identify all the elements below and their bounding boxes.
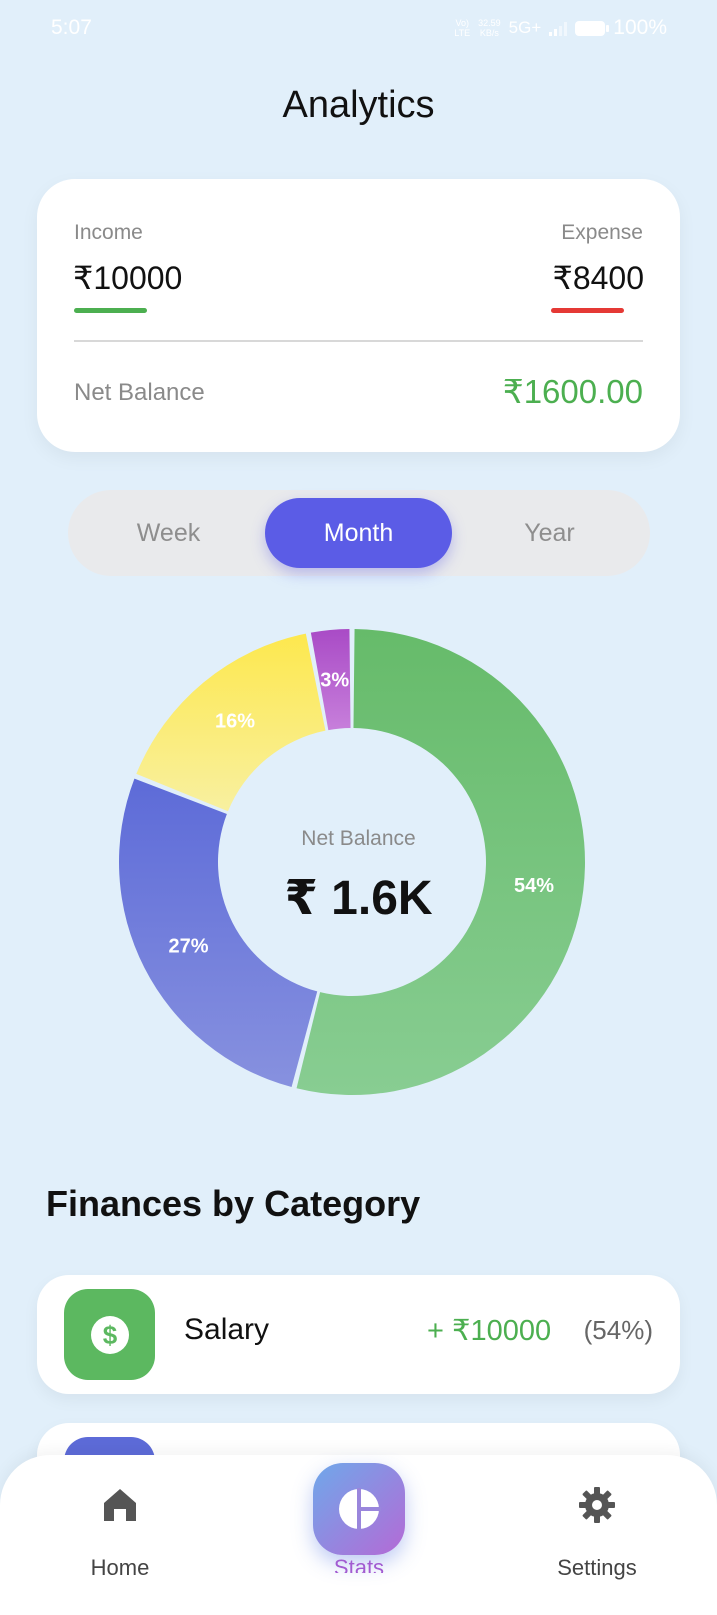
income-indicator-bar: [74, 308, 147, 313]
volte-indicator: Vo) LTE: [454, 18, 470, 38]
period-year-button[interactable]: Year: [524, 518, 575, 547]
donut-chart: 54% 27% 16% 3%: [0, 600, 717, 1140]
card-divider: [74, 340, 643, 342]
status-icons: Vo) LTE 32.59 KB/s 5G+ 100%: [454, 16, 667, 40]
expense-value: ₹8400: [552, 260, 644, 296]
donut-slice-label-3: 16%: [215, 711, 255, 733]
expense-label: Expense: [561, 221, 643, 244]
dollar-icon: $: [90, 1315, 129, 1354]
category-name: Salary: [184, 1313, 270, 1346]
status-bar: 5:07 Vo) LTE 32.59 KB/s 5G+ 100%: [0, 0, 717, 58]
battery-icon: [575, 20, 610, 36]
nav-home[interactable]: Home: [40, 1455, 200, 1600]
nav-home-label: Home: [90, 1555, 150, 1580]
page-title: Analytics: [282, 84, 435, 126]
nav-settings[interactable]: Settings: [517, 1455, 677, 1600]
net-balance-value: ₹1600.00: [502, 373, 643, 410]
income-label: Income: [74, 221, 143, 244]
period-toggle: Week Month Year: [68, 490, 650, 576]
nav-settings-label: Settings: [557, 1555, 637, 1580]
home-icon: [104, 1489, 136, 1521]
period-month-button[interactable]: Month: [265, 498, 452, 568]
network-type: 5G+: [508, 18, 542, 37]
income-value: ₹10000: [73, 260, 183, 296]
period-week-button[interactable]: Week: [136, 518, 201, 547]
expense-indicator-bar: [551, 308, 624, 313]
category-row-salary[interactable]: $ Salary + ₹10000 (54%): [37, 1275, 680, 1394]
donut-slice-1[interactable]: [296, 629, 585, 1095]
nav-stats-label: Stats: [333, 1555, 385, 1573]
status-time: 5:07: [51, 16, 92, 39]
donut-slice-4[interactable]: [310, 629, 351, 731]
donut-chart-svg: 54% 27% 16% 3%: [118, 629, 585, 1095]
gear-icon: [579, 1487, 615, 1523]
category-amount: + ₹10000: [427, 1315, 552, 1347]
donut-slice-label-2: 27%: [168, 935, 208, 957]
net-balance-label: Net Balance: [74, 379, 205, 406]
battery-percent: 100%: [613, 16, 667, 39]
speed-unit: KB/s: [479, 28, 499, 38]
category-percent: (54%): [583, 1315, 653, 1345]
nav-stats-button[interactable]: [313, 1463, 405, 1555]
speed-indicator: 32.59 KB/s: [478, 18, 501, 38]
signal-icon: [549, 20, 568, 36]
speed-value: 32.59: [478, 18, 501, 28]
donut-slice-2[interactable]: [118, 778, 318, 1088]
donut-slice-label-1: 54%: [514, 875, 554, 897]
section-title: Finances by Category: [46, 1183, 421, 1224]
summary-card: Income ₹10000 Expense ₹8400 Net Balance …: [37, 179, 680, 452]
category-icon-box: $: [64, 1289, 155, 1380]
svg-text:$: $: [102, 1320, 117, 1350]
volte-top: Vo): [455, 18, 469, 28]
pie-chart-icon: [339, 1488, 381, 1530]
donut-slice-label-4: 3%: [320, 669, 349, 691]
donut-center-value: ₹ 1.6K: [284, 872, 433, 925]
donut-center-label: Net Balance: [301, 827, 416, 850]
volte-bottom: LTE: [454, 28, 471, 38]
donut-slice-3[interactable]: [136, 633, 326, 812]
